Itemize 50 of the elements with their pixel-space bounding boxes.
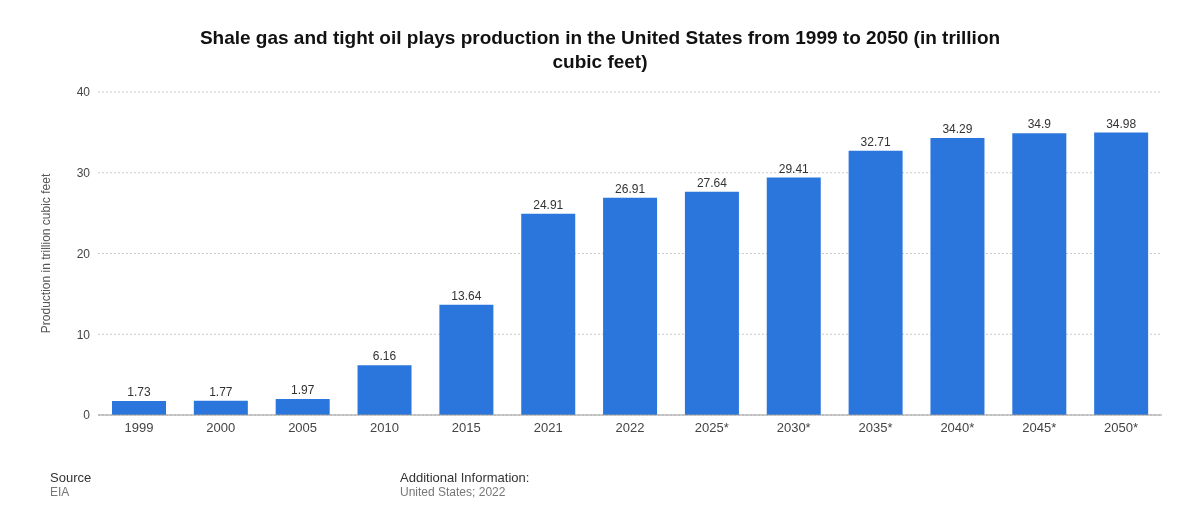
x-tick-label: 2010	[370, 420, 399, 436]
data-label: 32.71	[860, 134, 891, 149]
bar	[603, 197, 658, 415]
data-label: 24.91	[533, 197, 564, 212]
data-label: 34.9	[1027, 117, 1052, 132]
y-axis-title: Production in trillion cubic feet	[39, 173, 54, 334]
bar	[112, 401, 166, 415]
bar	[766, 177, 821, 415]
data-label: 1.77	[209, 384, 233, 399]
data-label: 27.64	[696, 175, 728, 190]
data-label: 34.29	[942, 122, 973, 137]
bar	[1094, 132, 1149, 415]
bar	[193, 400, 248, 415]
bar	[848, 150, 903, 415]
data-label: 1.73	[127, 385, 151, 400]
data-label: 1.97	[291, 383, 315, 398]
x-tick-label: 1999	[124, 420, 154, 436]
text: Additional Information:	[400, 470, 530, 485]
data-label: 29.41	[778, 161, 810, 176]
bar	[357, 365, 412, 415]
bar	[1012, 133, 1067, 415]
data-label: 13.64	[451, 288, 482, 303]
x-tick-label: 2005	[288, 420, 318, 436]
x-tick-label: 2030*	[776, 420, 811, 436]
bar	[275, 399, 330, 415]
x-tick-label: 2015	[451, 420, 481, 436]
data-label: 26.91	[615, 181, 646, 196]
y-tick-label: 30	[76, 166, 91, 181]
x-tick-label: 2040*	[940, 420, 975, 436]
bar	[439, 304, 494, 415]
y-tick-label: 20	[76, 246, 91, 261]
x-tick-label: 2050*	[1104, 420, 1139, 436]
y-tick-label: 40	[76, 85, 91, 100]
chart-title: Shale gas and tight oil plays production in the United States from 1999 to 2050 (in trillion cubic feet)	[198, 26, 1002, 74]
text: EIA	[50, 485, 71, 499]
x-tick-label: 2022	[615, 420, 645, 436]
data-label: 34.98	[1106, 116, 1137, 131]
text: Source	[50, 470, 93, 485]
x-tick-label: 2021	[533, 420, 563, 436]
bar	[930, 138, 985, 415]
bar	[521, 213, 576, 415]
y-tick-label: 10	[76, 327, 91, 342]
text: United States; 2022	[400, 485, 507, 499]
x-tick-label: 2045*	[1022, 420, 1057, 436]
bar	[684, 191, 739, 415]
x-tick-label: 2025*	[694, 420, 729, 436]
x-tick-label: 2035*	[858, 420, 893, 436]
y-tick-label: 0	[83, 408, 91, 423]
data-label: 6.16	[372, 349, 397, 364]
x-tick-label: 2000	[206, 420, 236, 436]
